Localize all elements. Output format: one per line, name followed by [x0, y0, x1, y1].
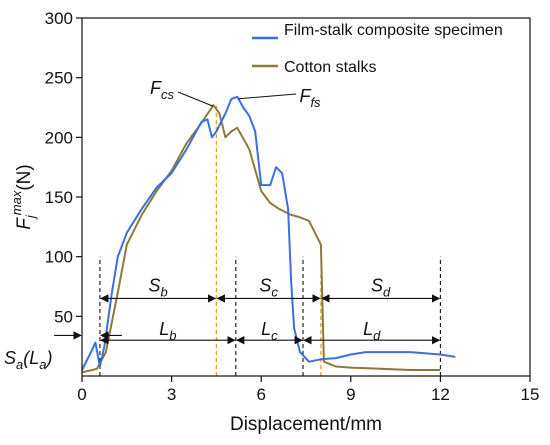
sa-label: Sa(La): [4, 348, 53, 372]
y-axis-ticks: 50 100 150 200 250 300: [45, 9, 82, 326]
segment-label: Sc: [259, 275, 278, 299]
y-axis-title-sup: max: [9, 190, 24, 215]
y-axis-title-unit: (N): [14, 164, 35, 190]
x-tick-label: 6: [256, 385, 265, 404]
series-line: [81, 104, 441, 374]
series-layer: [81, 95, 456, 374]
y-tick-label: 200: [45, 128, 73, 147]
y-tick-label: 50: [54, 307, 73, 326]
legend-label-cotton: Cotton stalks: [284, 59, 376, 76]
y-tick-label: 100: [45, 248, 73, 267]
legend-label-film: Film-stalk composite specimen: [284, 22, 503, 39]
x-axis-ticks: 0 3 6 9 12 15: [77, 376, 539, 404]
segment-label: Lb: [159, 319, 176, 343]
peak-label-fcs: Fcs: [150, 78, 175, 102]
peak-leader-line: [177, 91, 214, 107]
y-axis-title-main: F: [14, 217, 35, 230]
segment-label: Sb: [149, 275, 168, 299]
x-axis-title: Displacement/mm: [230, 414, 382, 435]
y-tick-label: 250: [45, 69, 73, 88]
peak-label-ffs: Ffs: [299, 86, 321, 110]
legend: Film-stalk composite specimen Cotton sta…: [252, 22, 503, 76]
x-tick-label: 15: [521, 385, 540, 404]
y-axis-title: Fjmax(N): [9, 164, 38, 229]
segment-label: Sd: [371, 275, 391, 299]
y-tick-label: 150: [45, 188, 73, 207]
x-tick-label: 9: [346, 385, 355, 404]
segment-label: Lc: [261, 319, 278, 343]
x-tick-label: 3: [167, 385, 176, 404]
series-line: [81, 95, 456, 371]
y-tick-label: 300: [45, 9, 73, 28]
x-tick-label: 12: [431, 385, 450, 404]
guide-lines: [99, 105, 441, 376]
annotation-layer: Fcs Ffs Sb Sc Sd Lb Lc Ld Sa(La): [4, 78, 441, 372]
peak-leader-line: [238, 93, 297, 100]
y-axis-title-sub: j: [23, 214, 38, 220]
segment-label: Ld: [363, 319, 381, 343]
x-tick-label: 0: [77, 385, 86, 404]
